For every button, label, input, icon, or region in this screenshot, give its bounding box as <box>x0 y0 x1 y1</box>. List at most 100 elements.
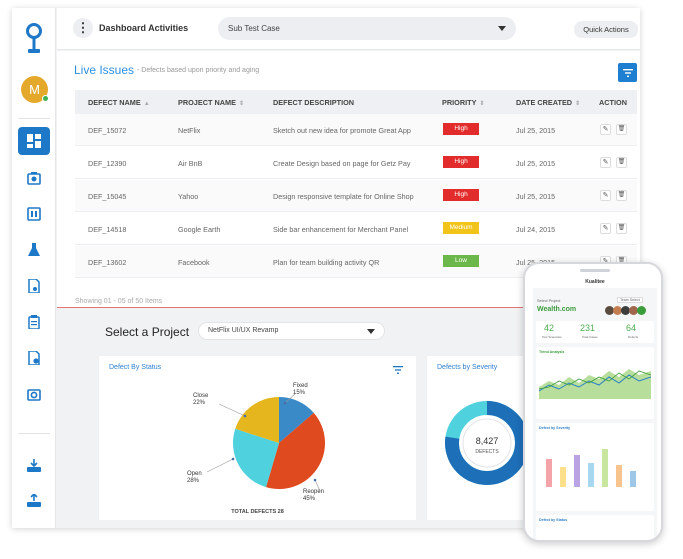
phone-severity-title: Defect by Severity <box>539 426 571 430</box>
nav-document[interactable] <box>18 272 50 300</box>
avatar <box>629 306 638 315</box>
slice-percent: 22% <box>193 400 206 406</box>
phone-team-select[interactable]: Team Select <box>617 297 643 303</box>
project-select-value: NetFlix UI/UX Revamp <box>208 327 279 334</box>
flask-icon <box>28 243 40 256</box>
pagination-summary: Showing 01 - 05 of 50 Items <box>75 298 163 305</box>
stat-label: Test Scenarios <box>542 335 562 339</box>
sort-icon: ⇕ <box>238 101 245 107</box>
column-defect-description: DEFECT DESCRIPTION <box>273 98 354 107</box>
table-row[interactable]: DEF_12390 Air BnB Create Design based on p… <box>75 147 637 179</box>
project-select[interactable]: NetFlix UI/UX Revamp <box>198 322 385 340</box>
delete-icon[interactable]: 🗑 <box>616 124 627 135</box>
date-created-cell: Jul 24, 2015 <box>516 225 556 234</box>
project-name-cell: Air BnB <box>178 159 203 168</box>
upload-tray-icon <box>27 493 41 507</box>
column-date-created[interactable]: DATE CREATED ⇕ <box>516 98 580 107</box>
defect-name-cell: DEF_15045 <box>88 192 127 201</box>
project-name-cell: NetFlix <box>178 126 201 135</box>
edit-icon[interactable]: ✎ <box>600 190 611 201</box>
stat-value: 231 <box>580 323 596 333</box>
phone-app-title: Kualitee <box>533 277 657 288</box>
priority-badge: High <box>443 156 479 168</box>
nav-file-settings[interactable] <box>18 344 50 372</box>
phone-project-label: Select Project <box>537 299 561 303</box>
nav-lab[interactable] <box>18 236 50 264</box>
slice-percent: 45% <box>303 496 316 502</box>
description-cell: Side bar enhancement for Merchant Panel <box>273 225 409 234</box>
kebab-menu-button[interactable]: ⋮ <box>73 18 93 38</box>
nav-settings[interactable] <box>18 380 50 408</box>
delete-icon[interactable]: 🗑 <box>616 223 627 234</box>
slice-name: Close <box>193 393 209 399</box>
phone-trend-title: Trend Analysis <box>539 350 565 354</box>
logo-icon <box>26 23 42 53</box>
table-row[interactable]: DEF_15045 Yahoo Design responsive template… <box>75 180 637 212</box>
slice-label-fixed: Fixed 15% <box>293 383 308 397</box>
column-priority[interactable]: PRIORITY ⇕ <box>442 98 485 107</box>
settings-icon <box>27 388 41 401</box>
nav-download[interactable] <box>18 451 50 479</box>
filter-icon[interactable] <box>393 366 403 374</box>
section-divider <box>57 307 640 308</box>
slice-percent: 28% <box>187 478 200 484</box>
pie-slice-fixed[interactable] <box>279 397 314 443</box>
priority-badge: High <box>443 123 479 135</box>
caret-down-icon <box>367 329 375 334</box>
document-icon <box>28 279 40 293</box>
column-project-name[interactable]: PROJECT NAME ⇕ <box>178 98 244 107</box>
column-label: DEFECT DESCRIPTION <box>273 98 355 107</box>
online-status-dot <box>42 95 49 102</box>
severity-donut <box>445 401 529 485</box>
phone-trend-chart <box>539 369 651 399</box>
phone-stats-card: 42 Test Scenarios 231 Total Cases 64 Def… <box>536 321 654 343</box>
column-label: DEFECT NAME <box>88 98 141 107</box>
leader-dot <box>231 457 235 461</box>
description-cell: Create Design based on page for Getz Pay <box>273 159 411 168</box>
gallery-icon <box>27 171 41 185</box>
column-defect-name[interactable]: DEFECT NAME ▲ <box>88 98 150 107</box>
pie-slice-open[interactable] <box>233 428 279 488</box>
edit-icon[interactable]: ✎ <box>600 223 611 234</box>
slice-label-reopen: Reopen 45% <box>303 489 324 503</box>
nav-upload[interactable] <box>18 486 50 514</box>
delete-icon[interactable]: 🗑 <box>616 157 627 168</box>
defect-name-cell: DEF_13602 <box>88 258 127 267</box>
leader-dot <box>313 478 317 482</box>
filter-button[interactable] <box>618 63 637 82</box>
avatar[interactable]: M <box>21 76 49 103</box>
column-label: PRIORITY <box>442 98 477 107</box>
defect-status-pie <box>206 393 325 492</box>
description-cell: Design responsive template for Online Sh… <box>273 192 414 201</box>
severity-total: 8,427 <box>475 436 499 446</box>
slice-percent: 15% <box>293 390 306 396</box>
nav-gallery[interactable] <box>18 164 50 192</box>
slice-name: Open <box>187 471 202 477</box>
sort-icon: ▲ <box>143 101 150 107</box>
description-cell: Plan for team building activity QR <box>273 258 380 267</box>
page-title: Dashboard Activities <box>99 23 189 33</box>
table-row[interactable]: DEF_15072 NetFlix Sketch out new idea for … <box>75 114 637 146</box>
quick-actions-button[interactable]: Quick Actions <box>574 21 638 38</box>
nav-clipboard[interactable] <box>18 308 50 336</box>
table-row[interactable]: DEF_14518 Google Earth Side bar enhancemen… <box>75 213 637 245</box>
sub-select-value: Sub Test Case <box>228 24 280 33</box>
sub-test-case-select[interactable]: Sub Test Case <box>218 17 516 40</box>
edit-icon[interactable]: ✎ <box>600 157 611 168</box>
live-issues-title: Live Issues <box>74 63 135 77</box>
phone-project-value[interactable]: Wealth.com <box>537 306 577 313</box>
pie-slice-close[interactable] <box>235 397 279 443</box>
phone-trend-card: Trend Analysis <box>536 347 654 419</box>
pie-slice-reopen[interactable] <box>266 412 325 489</box>
nav-board[interactable] <box>18 200 50 228</box>
edit-icon[interactable]: ✎ <box>600 124 611 135</box>
phone-team-avatars <box>605 306 653 315</box>
board-icon <box>27 207 41 221</box>
defect-name-cell: DEF_12390 <box>88 159 127 168</box>
description-cell: Sketch out new idea for promote Great Ap… <box>273 126 411 135</box>
delete-icon[interactable]: 🗑 <box>616 190 627 201</box>
sidebar-divider <box>18 118 50 119</box>
nav-dashboard[interactable] <box>18 127 50 155</box>
phone-screen: Kualitee Select Project Wealth.com Team … <box>533 277 657 539</box>
sidebar: M <box>12 8 56 528</box>
